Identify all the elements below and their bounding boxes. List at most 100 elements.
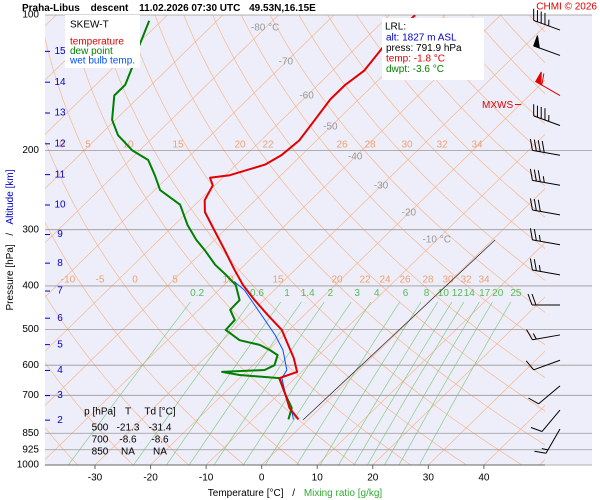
adiabat-label: 5 (172, 275, 178, 286)
wind-barb (526, 329, 561, 341)
barb-staff (527, 293, 560, 306)
isotherm (45, 15, 224, 190)
lrl-line: alt: 1827 m ASL (386, 33, 457, 44)
altitude-label: 6 (57, 313, 63, 324)
x-tick-label: 20 (367, 473, 379, 484)
mixing-ratio-label: 4 (374, 288, 380, 299)
adiabat-label: 0 (132, 275, 138, 286)
y-tick-label: 600 (22, 360, 39, 371)
dry-adiabat (413, 15, 545, 156)
mixing-ratio-line (133, 301, 251, 465)
dry-adiabat (45, 362, 134, 465)
wind-barb (529, 198, 561, 216)
barb-staff (529, 198, 561, 216)
dry-adiabat (45, 294, 190, 465)
wind-barb (535, 71, 561, 96)
barb-staff (529, 258, 561, 276)
legend-entry: dew point (70, 46, 113, 57)
table-cell: -8.6 (151, 435, 169, 446)
y-label: Pressure [hPa] (5, 244, 16, 310)
mixing-ratio-label: 25 (510, 288, 522, 299)
barb-flag (535, 71, 542, 86)
barb-staff (533, 8, 561, 31)
mixing-ratio-label: 14 (464, 288, 476, 299)
altitude-label: 8 (57, 258, 63, 269)
adiabat-label: 22 (262, 140, 274, 151)
wind-barb (533, 104, 561, 126)
isotherm-label: -20 (402, 208, 417, 219)
wind-barb (530, 409, 561, 432)
isotherm-label: -30 (374, 181, 389, 192)
dry-adiabat (125, 15, 523, 465)
y-tick-label: 925 (22, 444, 39, 455)
adiabat-label: 22 (359, 275, 371, 286)
wind-barb (533, 35, 561, 56)
wind-barb (528, 385, 561, 405)
dry-adiabat (68, 15, 412, 465)
mixing-ratio-label: 20 (492, 288, 504, 299)
dry-adiabat (298, 15, 545, 281)
adiabat-label: 34 (471, 140, 483, 151)
x-tick-label: 0 (259, 473, 265, 484)
mixing-ratio-line (418, 301, 512, 465)
adiabat-label: 30 (401, 140, 413, 151)
dry-adiabat (212, 15, 545, 379)
adiabat-label: 32 (460, 275, 472, 286)
mixing-ratio-line (353, 301, 453, 465)
altitude-label: 12 (54, 138, 66, 149)
isotherm (45, 15, 279, 244)
mixing-ratio-line (398, 301, 493, 465)
isotherm (45, 15, 168, 135)
background-lines: 0.2 0.6 1 1.4 2 3 4 6 8 10 12 14 17 20 25-80 °C-70-60-… (45, 15, 545, 465)
mixing-ratio-label: 2 (328, 288, 334, 299)
mixing-ratio-line (384, 301, 480, 465)
mixing-ratio-line (296, 301, 401, 465)
lrl-line: temp: -1.8 °C (386, 54, 445, 65)
adiabat-label: -10 (61, 275, 76, 286)
table-cell: NA (153, 447, 167, 458)
adiabat-label: 32 (436, 140, 448, 151)
barb-staff (529, 168, 561, 186)
mixing-ratio-line (264, 301, 372, 465)
isotherm (94, 25, 545, 465)
isotherm-label: -10 °C (423, 235, 451, 246)
adiabat-label: 15 (272, 275, 284, 286)
y-separator: / (5, 233, 16, 236)
profiles (111, 15, 496, 421)
station: Praha-Libus (22, 3, 80, 14)
adiabat-label: 26 (336, 140, 348, 151)
x-label: Temperature [°C] (208, 488, 284, 499)
barb-staff (534, 428, 561, 454)
isotherm (45, 15, 501, 461)
altitude-label: 5 (57, 339, 63, 350)
wind-barb (527, 293, 560, 306)
x-tick-label: 30 (423, 473, 435, 484)
barb-staff (525, 359, 561, 371)
altitude-label: 11 (55, 169, 66, 180)
table-cell: -8.6 (119, 435, 137, 446)
mixing-ratio-label: 1.4 (301, 288, 315, 299)
adiabat-label: 20 (331, 275, 343, 286)
legend-entry: temperature (70, 37, 124, 48)
adiabat-label: 24 (379, 275, 391, 286)
reference-line (302, 239, 496, 421)
altitude-label: 15 (54, 46, 66, 57)
mixing-ratio-label: 8 (424, 288, 430, 299)
y-tick-label: 100 (22, 10, 39, 21)
mixing-ratio-label: 6 (403, 288, 409, 299)
x-tick-label: 10 (312, 473, 324, 484)
legend-title: SKEW-T (70, 20, 109, 31)
mixing-ratio-line (367, 301, 465, 465)
location: 49.53N,16.15E (249, 3, 316, 14)
table-header: p [hPa] (84, 407, 116, 418)
altitude-label: 2 (57, 415, 63, 426)
adiabat-label: -5 (96, 275, 105, 286)
dry-adiabat (327, 15, 545, 249)
dry-adiabat (45, 221, 245, 465)
altitude-label: 3 (57, 390, 63, 401)
dry-adiabat (45, 36, 356, 465)
y-tick-label: 850 (22, 428, 39, 439)
mixing-ratio-line (213, 301, 325, 465)
mixing-ratio-line (319, 301, 422, 465)
barb-staff (529, 228, 561, 246)
